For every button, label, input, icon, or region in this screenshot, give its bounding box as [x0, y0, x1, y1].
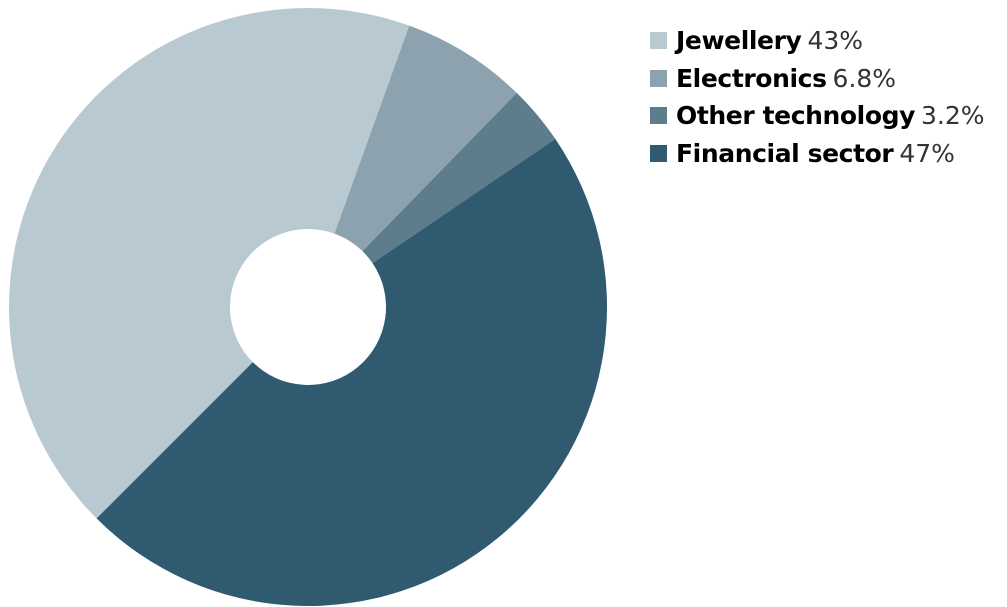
legend-label: Jewellery — [676, 26, 802, 56]
legend-swatch — [650, 107, 667, 125]
legend-value: 47% — [899, 138, 955, 168]
legend: Jewellery 43% Electronics 6.8% Other technol… — [650, 22, 985, 172]
legend-swatch — [650, 32, 667, 50]
legend-item-other-technology: Other technology 3.2% — [650, 97, 985, 135]
legend-label: Electronics — [676, 63, 827, 93]
slice-jewellery — [8, 7, 410, 519]
legend-item-jewellery: Jewellery 43% — [650, 22, 985, 60]
legend-swatch — [650, 144, 667, 162]
legend-value: 3.2% — [921, 101, 985, 131]
slice-electronics — [334, 25, 517, 252]
legend-swatch — [650, 69, 667, 87]
legend-label: Other technology — [676, 101, 916, 131]
donut-slices — [8, 7, 608, 607]
slice-financial-sector — [96, 138, 608, 607]
legend-value: 43% — [807, 26, 864, 56]
legend-item-financial-sector: Financial sector 47% — [650, 135, 985, 173]
legend-value: 6.8% — [832, 63, 897, 93]
slice-other-technology — [362, 92, 556, 264]
legend-item-electronics: Electronics 6.8% — [650, 60, 985, 98]
legend-label: Financial sector — [676, 138, 894, 168]
